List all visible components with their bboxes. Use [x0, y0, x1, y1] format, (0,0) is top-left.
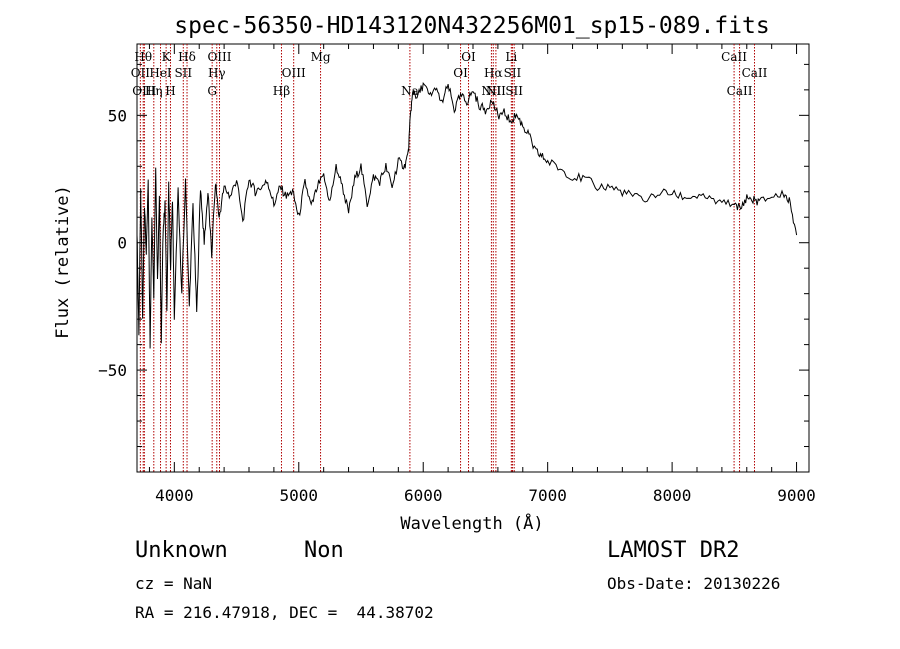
line-label-23: SII — [505, 84, 523, 98]
x-tick-label: 6000 — [404, 486, 443, 505]
line-label-7: SII — [174, 66, 192, 80]
line-label-21: Li — [505, 50, 517, 64]
flux-series-line — [136, 81, 798, 349]
redshift-cz: cz = NaN — [135, 574, 213, 593]
y-axis-ticks — [137, 63, 809, 448]
line-label-8: Hδ — [178, 50, 196, 64]
object-subclass: Non — [304, 538, 344, 563]
line-label-5: K — [162, 50, 172, 64]
x-tick-label: 5000 — [280, 486, 319, 505]
plot-frame — [136, 43, 810, 473]
x-axis-label: Wavelength (Å) — [400, 512, 543, 534]
object-class: Unknown — [135, 538, 228, 563]
ra-dec-coordinates: RA = 216.47918, DEC = 44.38702 — [135, 603, 434, 622]
line-label-26: CaII — [742, 66, 768, 80]
y-tick-label: −50 — [98, 361, 127, 380]
survey-release: LAMOST DR2 — [607, 538, 740, 563]
line-label-13: OIII — [282, 66, 306, 80]
line-label-16: OI — [453, 66, 468, 80]
chart-title: spec-56350-HD143120N432256M01_sp15-089.f… — [174, 13, 769, 39]
line-label-15: Na — [401, 84, 419, 98]
line-label-3: Hη — [145, 84, 163, 98]
line-label-0: OII — [131, 66, 151, 80]
y-axis-tick-labels: −50 0 50 — [98, 106, 127, 380]
y-tick-label: 0 — [117, 234, 127, 253]
line-label-20: NII — [486, 84, 506, 98]
observation-date: Obs-Date: 20130226 — [607, 574, 781, 593]
line-label-1: Hθ — [134, 50, 152, 64]
line-label-18: NII — [481, 84, 501, 98]
y-tick-label: 50 — [108, 106, 127, 125]
x-axis-tick-labels: 4000 5000 6000 7000 8000 9000 — [155, 486, 816, 505]
line-label-24: CaII — [721, 50, 747, 64]
line-label-9: G — [207, 84, 217, 98]
line-label-22: SII — [504, 66, 522, 80]
line-label-14: Mg — [311, 50, 331, 64]
spectral-line-labels: OIIHθOIIIHηHeIKHSIIHδGHγOIIIHβOIIIMgNaOI… — [131, 50, 768, 98]
x-tick-label: 4000 — [155, 486, 194, 505]
line-label-12: Hβ — [273, 84, 290, 98]
line-label-4: HeI — [149, 66, 172, 80]
line-label-19: Hα — [484, 66, 503, 80]
x-tick-label: 8000 — [653, 486, 692, 505]
line-label-17: OI — [461, 50, 476, 64]
y-axis-label: Flux (relative) — [53, 185, 73, 339]
x-tick-label: 9000 — [777, 486, 816, 505]
x-tick-label: 7000 — [528, 486, 567, 505]
x-axis-ticks — [148, 44, 798, 472]
line-label-6: H — [165, 84, 175, 98]
line-label-2: OIII — [132, 84, 156, 98]
line-label-25: CaII — [727, 84, 753, 98]
spectral-line-markers — [139, 44, 755, 472]
line-label-11: OIII — [207, 50, 231, 64]
line-label-10: Hγ — [208, 66, 226, 80]
